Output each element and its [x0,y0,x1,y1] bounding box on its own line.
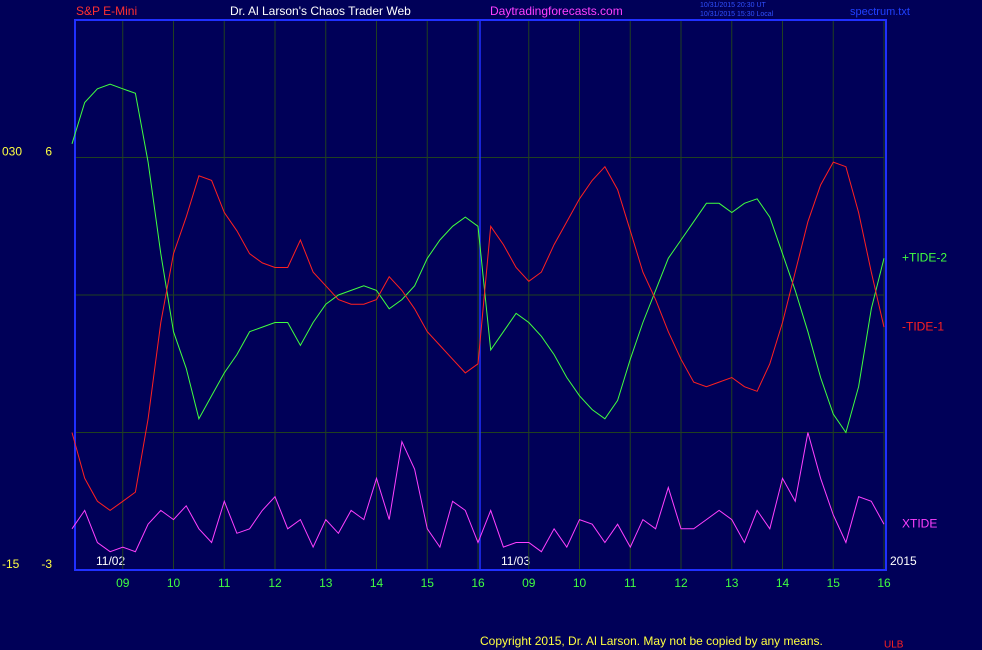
x-tick-label: 12 [268,576,282,590]
copyright: Copyright 2015, Dr. Al Larson. May not b… [480,634,823,648]
x-tick-label: 16 [471,576,485,590]
x-tick-label: 11 [218,576,231,590]
x-tick-label: 13 [725,576,739,590]
x-tick-label: 10 [167,576,181,590]
y-tick-label: -3 [41,557,52,571]
symbol: S&P E-Mini [76,4,137,18]
plot-border [74,19,887,571]
stamp: 10/31/2015 20:30 UT [700,2,766,9]
year-label: 2015 [890,554,917,568]
stamp: 10/31/2015 15:30 Local [700,11,774,18]
date-label: 11/03 [501,554,530,568]
date-label: 11/02 [96,554,125,568]
x-tick-label: 14 [776,576,790,590]
x-tick-label: 09 [522,576,536,590]
x-tick-label: 13 [319,576,333,590]
x-tick-label: 11 [624,576,637,590]
chart-title: Dr. Al Larson's Chaos Trader Web [230,4,411,18]
mark: ULB [884,640,904,650]
series-line [71,161,885,512]
x-tick-label: 10 [573,576,587,590]
series-line [71,83,885,434]
x-tick-label: 15 [421,576,435,590]
y-tick-label: 6 [45,145,52,159]
legend-label: XTIDE [902,516,937,530]
y2-tick-label: 030 [2,145,22,159]
legend-label: -TIDE-1 [902,319,944,333]
x-tick-label: 09 [116,576,130,590]
x-tick-label: 12 [674,576,688,590]
file-name: spectrum.txt [850,6,910,18]
series-line [71,432,885,553]
site: Daytradingforecasts.com [490,4,623,18]
x-tick-label: 14 [370,576,384,590]
legend-label: +TIDE-2 [902,251,947,265]
x-tick-label: 16 [877,576,891,590]
x-tick-label: 15 [827,576,841,590]
y2-tick-label: -15 [2,557,20,571]
